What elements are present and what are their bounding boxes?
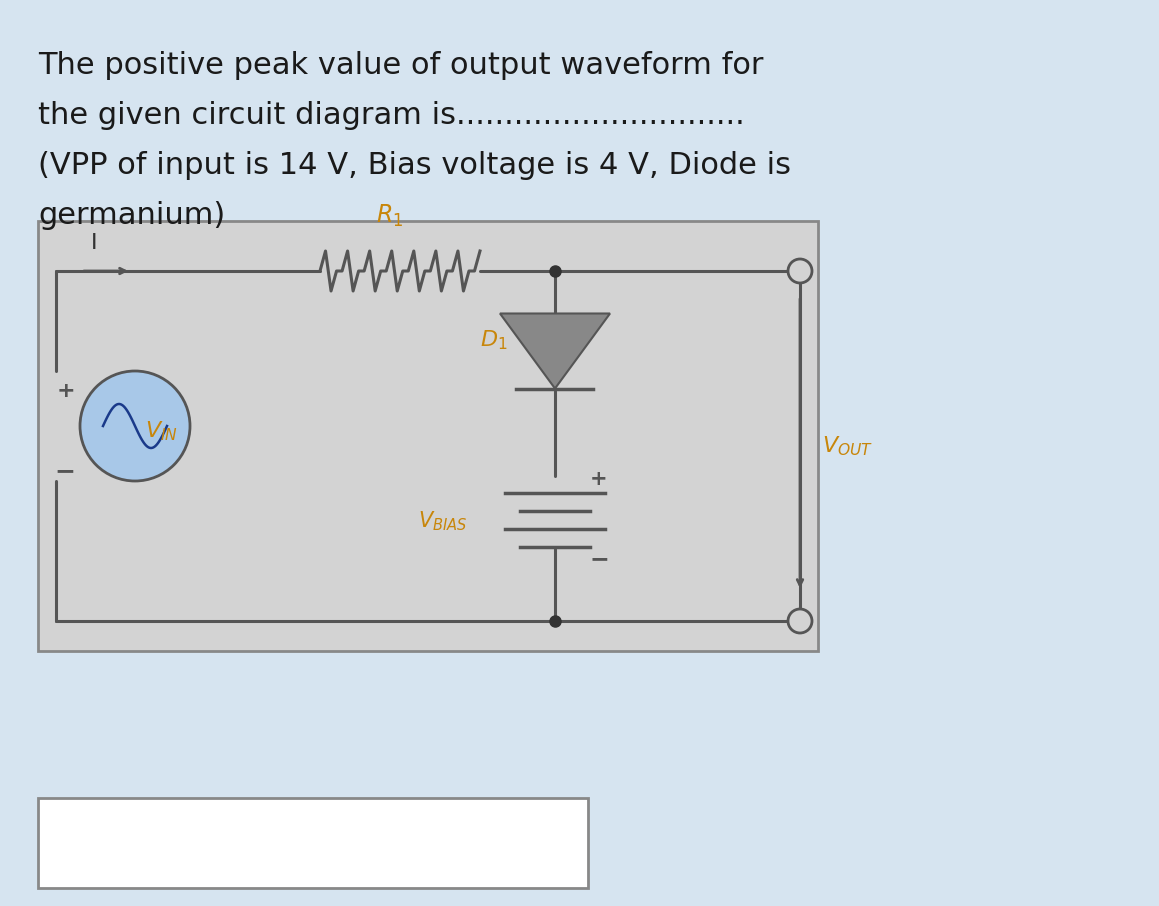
Text: The positive peak value of output waveform for: The positive peak value of output wavefo…: [38, 51, 764, 80]
Text: I: I: [90, 233, 97, 253]
Circle shape: [788, 259, 812, 283]
Text: $V_{OUT}$: $V_{OUT}$: [822, 434, 874, 458]
Text: +: +: [590, 469, 607, 489]
Text: −: −: [54, 459, 75, 483]
Circle shape: [80, 371, 190, 481]
Text: (VPP of input is 14 V, Bias voltage is 4 V, Diode is: (VPP of input is 14 V, Bias voltage is 4…: [38, 151, 790, 180]
FancyBboxPatch shape: [38, 221, 818, 651]
Text: $V_{BIAS}$: $V_{BIAS}$: [417, 509, 467, 533]
Text: −: −: [590, 547, 610, 571]
Polygon shape: [500, 313, 610, 389]
Text: $V_{IN}$: $V_{IN}$: [145, 419, 178, 443]
Text: germanium): germanium): [38, 201, 225, 230]
Text: $D_1$: $D_1$: [480, 329, 508, 352]
Text: the given circuit diagram is..............................: the given circuit diagram is............…: [38, 101, 745, 130]
FancyBboxPatch shape: [38, 798, 588, 888]
Text: +: +: [57, 381, 75, 401]
Text: $R_1$: $R_1$: [377, 203, 403, 229]
Circle shape: [788, 609, 812, 633]
